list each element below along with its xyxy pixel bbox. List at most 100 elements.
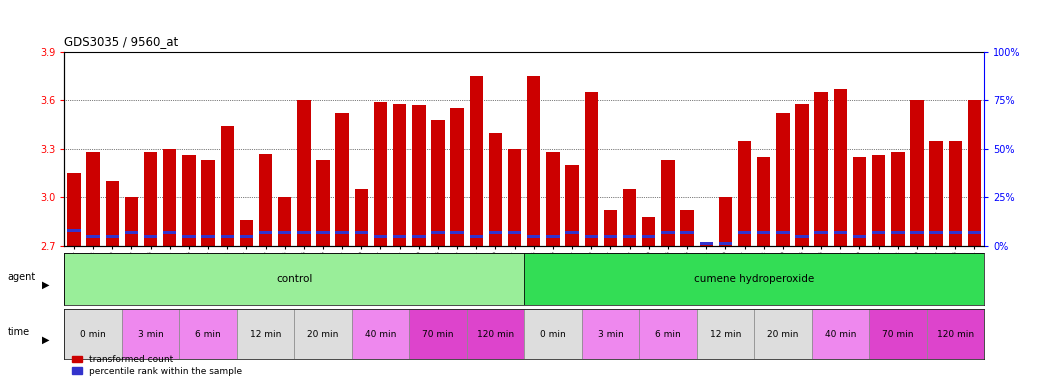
Bar xyxy=(696,309,754,359)
Bar xyxy=(144,235,158,238)
Bar xyxy=(317,231,330,233)
Bar xyxy=(450,231,464,233)
Text: 0 min: 0 min xyxy=(540,329,566,339)
Text: 12 min: 12 min xyxy=(250,329,281,339)
Bar xyxy=(240,235,253,238)
Bar xyxy=(106,235,119,238)
Text: 70 min: 70 min xyxy=(422,329,454,339)
Bar xyxy=(278,197,292,246)
Bar xyxy=(754,309,812,359)
Bar xyxy=(240,220,253,246)
Text: ▶: ▶ xyxy=(42,280,49,290)
Bar xyxy=(869,309,927,359)
Text: ▶: ▶ xyxy=(42,335,49,345)
Bar xyxy=(508,231,521,233)
Bar xyxy=(929,231,943,233)
Bar xyxy=(949,141,962,246)
Bar xyxy=(489,231,502,233)
Bar xyxy=(795,235,809,238)
Bar xyxy=(201,160,215,246)
Bar xyxy=(812,309,869,359)
Bar xyxy=(604,210,618,246)
Bar xyxy=(527,76,541,246)
Bar xyxy=(412,105,426,246)
Text: 70 min: 70 min xyxy=(882,329,913,339)
Bar xyxy=(431,120,444,246)
Text: 3 min: 3 min xyxy=(138,329,163,339)
Bar xyxy=(144,152,158,246)
Bar xyxy=(278,231,292,233)
Bar xyxy=(393,235,406,238)
Text: 12 min: 12 min xyxy=(710,329,741,339)
Bar xyxy=(795,104,809,246)
Bar xyxy=(834,231,847,233)
Bar xyxy=(910,231,924,233)
Text: 3 min: 3 min xyxy=(598,329,623,339)
Bar xyxy=(508,149,521,246)
Bar xyxy=(604,235,618,238)
Bar xyxy=(815,231,828,233)
Bar xyxy=(776,113,790,246)
Bar xyxy=(469,235,483,238)
Bar xyxy=(67,229,81,232)
Text: 120 min: 120 min xyxy=(476,329,514,339)
Legend: transformed count, percentile rank within the sample: transformed count, percentile rank withi… xyxy=(69,352,245,379)
Bar xyxy=(757,231,770,233)
Bar xyxy=(183,155,195,246)
Bar xyxy=(64,253,524,305)
Bar xyxy=(546,235,559,238)
Bar xyxy=(584,235,598,238)
Bar xyxy=(125,197,138,246)
Bar xyxy=(163,231,176,233)
Bar xyxy=(623,235,636,238)
Bar xyxy=(910,100,924,246)
Bar xyxy=(201,235,215,238)
Bar xyxy=(643,235,655,238)
Bar xyxy=(949,231,962,233)
Bar xyxy=(527,235,541,238)
Bar xyxy=(643,217,655,246)
Bar xyxy=(718,242,732,245)
Bar xyxy=(872,231,885,233)
Bar xyxy=(295,309,352,359)
Bar xyxy=(581,309,639,359)
Text: 20 min: 20 min xyxy=(307,329,338,339)
Bar xyxy=(297,100,310,246)
Bar xyxy=(67,173,81,246)
Bar xyxy=(409,309,467,359)
Bar xyxy=(661,160,675,246)
Bar xyxy=(639,309,696,359)
Bar xyxy=(121,309,180,359)
Text: 40 min: 40 min xyxy=(364,329,397,339)
Bar xyxy=(757,157,770,246)
Bar xyxy=(352,309,409,359)
Text: time: time xyxy=(7,327,29,337)
Bar xyxy=(220,126,234,246)
Bar xyxy=(258,231,272,233)
Bar xyxy=(891,152,904,246)
Bar xyxy=(815,92,828,246)
Bar xyxy=(738,231,752,233)
Bar xyxy=(834,89,847,246)
Text: agent: agent xyxy=(7,272,35,283)
Text: GDS3035 / 9560_at: GDS3035 / 9560_at xyxy=(64,35,179,48)
Text: cumene hydroperoxide: cumene hydroperoxide xyxy=(694,274,814,285)
Text: 20 min: 20 min xyxy=(767,329,798,339)
Bar xyxy=(180,309,237,359)
Bar xyxy=(700,242,713,245)
Bar xyxy=(335,231,349,233)
Bar xyxy=(86,152,100,246)
Bar xyxy=(853,235,866,238)
Bar xyxy=(393,104,406,246)
Bar xyxy=(584,92,598,246)
Bar xyxy=(258,154,272,246)
Bar xyxy=(776,231,790,233)
Text: 40 min: 40 min xyxy=(824,329,856,339)
Bar xyxy=(661,231,675,233)
Bar xyxy=(183,235,195,238)
Bar xyxy=(566,231,579,233)
Bar xyxy=(317,160,330,246)
Bar xyxy=(374,102,387,246)
Bar xyxy=(680,231,693,233)
Bar xyxy=(412,235,426,238)
